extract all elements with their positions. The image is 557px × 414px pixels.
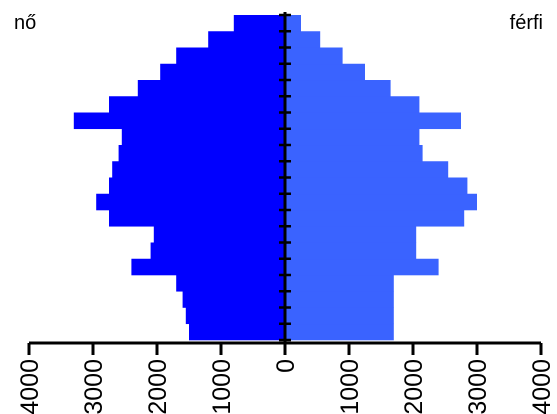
x-tick-label: 2000 [400,359,428,414]
x-tick-label: 0 [272,359,300,373]
male-bar-16 [285,63,365,81]
male-bar-5 [285,242,417,260]
male-bar-6 [285,226,417,243]
female-bar-13 [73,112,285,130]
x-tick-label: 3000 [80,359,108,414]
female-bar-9 [109,177,285,195]
female-bar-16 [160,63,285,81]
female-bar-15 [137,80,285,97]
male-bar-15 [285,80,391,97]
male-bar-9 [285,177,468,195]
male-bar-11 [285,145,423,162]
male-bar-19 [285,15,301,32]
x-tick-label: 2000 [144,359,172,414]
male-bars [285,15,477,341]
male-bar-12 [285,128,420,146]
female-label: nő [14,12,37,34]
x-tick-labels: 4000 3000 2000 1000 0 1000 2000 3000 4000 [16,359,556,414]
female-bar-2 [182,291,285,308]
female-bar-17 [176,47,285,65]
male-bar-0 [285,323,394,341]
male-bar-2 [285,291,394,308]
female-bar-7 [109,210,285,227]
female-bar-5 [150,242,285,260]
female-bar-6 [153,226,285,243]
male-bar-17 [285,47,343,65]
male-bar-8 [285,193,477,211]
female-bar-1 [185,307,285,325]
x-tick-label: 1000 [208,359,236,414]
male-label: férfi [509,12,543,34]
male-bar-18 [285,31,321,48]
female-bars [73,15,285,341]
x-tick-label: 4000 [16,359,44,414]
male-bar-1 [285,307,394,325]
female-bar-18 [208,31,285,48]
female-bar-3 [176,275,285,292]
x-tick-label: 4000 [528,359,556,414]
x-tick-label: 1000 [336,359,364,414]
female-bar-0 [189,323,285,341]
axes [27,12,543,355]
female-bar-14 [109,96,285,113]
female-bar-12 [121,128,285,146]
male-bar-14 [285,96,420,113]
female-bar-10 [112,161,285,178]
female-bar-11 [118,145,285,162]
male-bar-3 [285,275,394,292]
male-bar-4 [285,258,439,276]
female-bar-8 [96,193,285,211]
x-tick-label: 3000 [464,359,492,414]
female-bar-4 [131,258,285,276]
female-bar-19 [233,15,285,32]
male-bar-13 [285,112,461,130]
male-bar-7 [285,210,465,227]
male-bar-10 [285,161,449,178]
